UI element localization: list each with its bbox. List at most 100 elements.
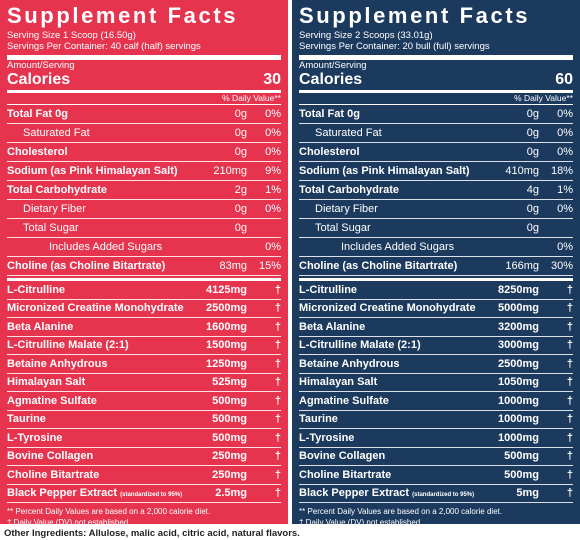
- ingredient-label: Taurine: [299, 413, 338, 426]
- daily-value: 0%: [557, 146, 573, 158]
- nutrient-row: Dietary Fiber 0g 0%: [299, 200, 573, 219]
- amount: 1000mg: [498, 394, 539, 407]
- dv-header: % Daily Value**: [7, 93, 281, 105]
- footnotes: ** Percent Daily Values are based on a 2…: [299, 506, 573, 528]
- ingredient-name: Micronized Creatine Monohydrate: [299, 302, 489, 314]
- daily-value: †: [566, 450, 573, 463]
- daily-value: †: [274, 357, 281, 370]
- dv-header: % Daily Value**: [299, 93, 573, 105]
- nutrient-row: Choline (as Choline Bitartrate) 83mg 15%: [7, 257, 281, 276]
- ingredient-row: Bovine Collagen 500mg †: [299, 448, 573, 466]
- facts-panel: Supplement Facts Serving Size 1 Scoop (16…: [0, 0, 288, 527]
- ingredient-row: Black Pepper Extract (standardized to 95…: [299, 485, 573, 503]
- amount: 0g: [234, 222, 247, 234]
- amount: 4125mg: [206, 283, 247, 296]
- amount-label: Amount/Serving: [299, 60, 367, 71]
- nutrient-row: Includes Added Sugars 0%: [299, 238, 573, 257]
- daily-value: †: [274, 302, 281, 315]
- calories-value: 60: [555, 71, 573, 88]
- ingredient-label: Micronized Creatine Monohydrate: [7, 302, 184, 315]
- ingredient-row: Choline Bitartrate 250mg †: [7, 466, 281, 485]
- calories-value: 30: [263, 71, 281, 88]
- amount: 0g: [526, 127, 539, 139]
- ingredient-row: L-Citrulline Malate (2:1) 3000mg †: [299, 337, 573, 355]
- ingredient-label: Taurine: [7, 413, 46, 426]
- nutrient-name: Includes Added Sugars: [49, 241, 163, 253]
- daily-value: †: [566, 357, 573, 370]
- nutrient-row: Total Sugar 0g: [7, 219, 281, 238]
- amount: 2500mg: [498, 357, 539, 370]
- daily-value: †: [566, 487, 573, 500]
- ingredient-row: Beta Alanine 1600mg †: [7, 318, 281, 337]
- nutrient-name: Choline (as Choline Bitartrate): [7, 260, 166, 272]
- ingredient-name: Taurine: [299, 413, 489, 425]
- ingredient-name: Himalayan Salt: [7, 376, 197, 388]
- nutrient-name: Cholesterol: [299, 146, 360, 158]
- amount: 500mg: [212, 431, 247, 444]
- nutrient-row: Total Fat 0g 0g 0%: [299, 105, 573, 124]
- daily-value: †: [274, 339, 281, 352]
- nutrient-row: Saturated Fat 0g 0%: [299, 124, 573, 143]
- nutrient-name: Total Sugar: [315, 222, 371, 234]
- servings-per-container: Servings Per Container: 40 calf (half) s…: [7, 41, 201, 52]
- amount: 1500mg: [206, 339, 247, 352]
- nutrient-row: Total Carbohydrate 2g 1%: [7, 181, 281, 200]
- daily-value: †: [274, 487, 281, 500]
- ingredient-label: Bovine Collagen: [7, 450, 94, 463]
- amount: 250mg: [212, 450, 247, 463]
- panel-title: Supplement Facts: [7, 3, 239, 28]
- daily-value: †: [566, 302, 573, 315]
- amount: 1600mg: [206, 320, 247, 333]
- daily-value: 9%: [265, 165, 281, 177]
- ingredient-note: (standardized to 95%): [120, 492, 183, 499]
- nutrient-row: Sodium (as Pink Himalayan Salt) 210mg 9%: [7, 162, 281, 181]
- nutrient-name: Choline (as Choline Bitartrate): [299, 260, 458, 272]
- daily-value: †: [566, 376, 573, 389]
- daily-value: 0%: [265, 203, 281, 215]
- nutrient-name: Total Sugar: [23, 222, 79, 234]
- ingredient-label: L-Citrulline: [7, 283, 66, 296]
- footnote: † Daily Value (DV) not established: [299, 518, 421, 527]
- nutrient-row: Total Carbohydrate 4g 1%: [299, 181, 573, 200]
- ingredient-name: Betaine Anhydrous: [299, 358, 489, 370]
- ingredient-label: Himalayan Salt: [7, 376, 86, 389]
- daily-value: 0%: [265, 127, 281, 139]
- ingredient-name: Himalayan Salt: [299, 376, 489, 388]
- panel-title: Supplement Facts: [299, 3, 531, 28]
- rule: [7, 278, 281, 281]
- ingredient-label: Choline Bitartrate: [7, 468, 100, 481]
- ingredient-name: Betaine Anhydrous: [7, 358, 197, 370]
- nutrient-row: Choline (as Choline Bitartrate) 166mg 30%: [299, 257, 573, 276]
- nutrient-name: Saturated Fat: [315, 127, 382, 139]
- ingredient-row: Choline Bitartrate 500mg †: [299, 466, 573, 485]
- nutrient-name: Saturated Fat: [23, 127, 90, 139]
- daily-value: 15%: [258, 260, 281, 272]
- daily-value: 0%: [557, 127, 573, 139]
- amount: 5000mg: [498, 302, 539, 315]
- ingredient-label: Black Pepper Extract: [299, 487, 410, 500]
- daily-value: 18%: [550, 165, 573, 177]
- ingredient-label: L-Citrulline: [299, 283, 358, 296]
- rule: [7, 90, 281, 93]
- amount: 1050mg: [498, 376, 539, 389]
- nutrient-name: Sodium (as Pink Himalayan Salt): [7, 165, 178, 177]
- daily-value: 1%: [265, 184, 281, 196]
- nutrient-name: Cholesterol: [7, 146, 68, 158]
- rule: [299, 55, 573, 60]
- nutrient-row: Total Fat 0g 0g 0%: [7, 105, 281, 124]
- amount: 0g: [526, 108, 539, 120]
- calories-row: Calories 60: [299, 71, 573, 90]
- ingredient-name: Black Pepper Extract (standardized to 95…: [7, 487, 197, 499]
- footnote: † Daily Value (DV) not established: [7, 518, 129, 527]
- daily-value: 1%: [557, 184, 573, 196]
- amount: 500mg: [504, 450, 539, 463]
- daily-value: 30%: [550, 260, 573, 272]
- amount: 1250mg: [206, 357, 247, 370]
- ingredient-name: Agmatine Sulfate: [299, 395, 489, 407]
- ingredient-row: Bovine Collagen 250mg †: [7, 448, 281, 466]
- ingredient-list: L-Citrulline 4125mg † Micronized Creatine M…: [7, 281, 281, 503]
- ingredient-label: Micronized Creatine Monohydrate: [299, 302, 476, 315]
- ingredient-row: L-Tyrosine 500mg †: [7, 429, 281, 448]
- nutrient-row: Includes Added Sugars 0%: [7, 238, 281, 257]
- ingredient-row: Micronized Creatine Monohydrate 5000mg †: [299, 300, 573, 318]
